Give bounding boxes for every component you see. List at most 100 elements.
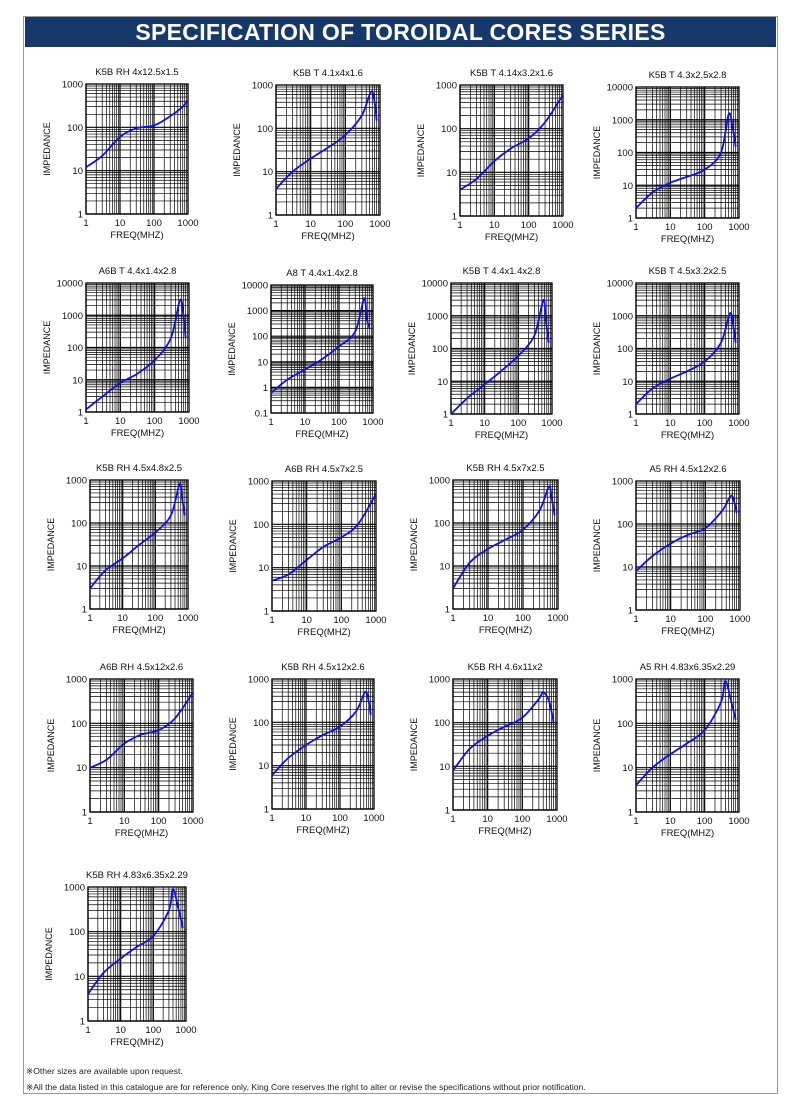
y-axis-label: IMPEDANCE: [409, 718, 419, 772]
x-axis-label: FREQ(MHZ): [475, 430, 528, 441]
x-tick-label: 100: [697, 816, 713, 827]
impedance-chart-2: K5B T 4.1x4x1.6 1 10 100 1000 1 10 100 1000 FREQ(…: [232, 68, 391, 242]
x-tick-label: 10: [115, 416, 126, 427]
chart-title: K5B RH 4x12.5x1.5: [95, 67, 178, 78]
chart-title: K5B T 4.1x4x1.6: [293, 68, 363, 79]
y-tick-label: 100: [67, 123, 83, 134]
y-tick-label: 10: [72, 375, 83, 386]
footnote-disclaimer: ※All the data listed in this catalogue a…: [26, 1082, 586, 1092]
impedance-curve: [635, 312, 737, 405]
y-tick-label: 1: [264, 607, 269, 618]
x-tick-label: 100: [332, 813, 348, 824]
y-tick-label: 10: [258, 563, 269, 574]
x-tick-label: 10: [479, 418, 490, 429]
x-tick-label: 1000: [362, 417, 383, 428]
y-tick-label: 10: [262, 167, 273, 178]
x-tick-label: 1000: [729, 614, 750, 625]
x-tick-label: 1000: [728, 816, 749, 827]
y-axis-label: IMPEDANCE: [42, 122, 52, 176]
y-axis-label: IMPEDANCE: [592, 322, 602, 376]
impedance-curve: [452, 691, 555, 772]
y-tick-label: 10: [74, 972, 85, 983]
y-tick-label: 1: [452, 212, 457, 223]
chart-title: K5B RH 4.5x4.8x2.5: [96, 463, 182, 474]
y-tick-label: 1000: [248, 675, 269, 686]
plot-area: [86, 84, 188, 214]
impedance-curve: [452, 485, 556, 589]
y-tick-label: 100: [253, 520, 269, 531]
x-tick-label: 100: [697, 614, 713, 625]
y-tick-label: 100: [252, 332, 268, 343]
y-tick-label: 10: [622, 763, 633, 774]
plot-border: [635, 86, 740, 219]
y-tick-label: 10: [622, 377, 633, 388]
y-tick-label: 1: [628, 214, 633, 225]
y-axis-label: IMPEDANCE: [592, 519, 602, 573]
plot-border: [89, 479, 189, 610]
chart-title: K5B T 4.5x3.2x2.5: [649, 266, 727, 277]
impedance-curve: [87, 888, 184, 995]
impedance-chart-12: A5 RH 4.5x12x2.6 1 10 100 1000 1 10 100 1000 FREQ…: [592, 464, 751, 637]
grid-lines: [89, 480, 188, 610]
y-tick-label: 1: [628, 808, 633, 819]
y-tick-label: 1: [443, 410, 448, 421]
impedance-chart-6: A8 T 4.4x1.4x2.81 10 100 10000.111010010001…: [227, 268, 384, 440]
y-tick-label: 100: [67, 343, 83, 354]
x-tick-label: 1: [457, 220, 462, 231]
y-tick-label: 1000: [612, 311, 633, 322]
y-tick-label: 10: [439, 562, 450, 573]
x-tick-label: 1: [633, 418, 638, 429]
plot-area: [276, 85, 380, 215]
plot-area: [271, 285, 373, 413]
x-tick-label: 1: [633, 614, 638, 625]
x-tick-label: 10: [665, 418, 676, 429]
x-tick-label: 1000: [552, 220, 573, 231]
x-tick-label: 1000: [363, 813, 384, 824]
y-tick-label: 1000: [612, 115, 633, 126]
y-tick-label: 1000: [62, 80, 83, 91]
x-tick-label: 1000: [369, 219, 390, 230]
y-axis-label: IMPEDANCE: [46, 518, 56, 572]
plot-border: [452, 678, 558, 811]
y-tick-label: 1000: [436, 81, 457, 92]
x-tick-label: 100: [145, 1025, 161, 1036]
y-tick-label: 100: [617, 719, 633, 730]
y-axis-label: IMPEDANCE: [227, 322, 237, 376]
x-axis-label: FREQ(MHZ): [295, 429, 348, 440]
plot-area: [460, 85, 563, 216]
chart-title: K5B T 4.14x3.2x1.6: [470, 68, 553, 79]
x-tick-label: 10: [115, 218, 126, 229]
x-tick-label: 100: [337, 219, 353, 230]
y-tick-label: 1000: [66, 675, 87, 686]
y-tick-label: 1000: [248, 477, 269, 488]
x-tick-label: 10: [301, 813, 312, 824]
y-tick-label: 100: [617, 520, 633, 531]
plot-area: [453, 679, 557, 810]
impedance-curve: [85, 298, 187, 411]
x-tick-label: 100: [151, 816, 167, 827]
y-tick-label: 1: [78, 210, 83, 221]
x-tick-label: 1000: [546, 814, 567, 825]
x-tick-label: 1000: [178, 416, 199, 427]
y-tick-label: 100: [69, 927, 85, 938]
x-tick-label: 1: [87, 816, 92, 827]
x-tick-label: 1000: [177, 613, 198, 624]
y-tick-label: 1000: [429, 476, 450, 487]
plot-border: [87, 886, 187, 1022]
impedance-chart-1: K5B RH 4x12.5x1.5 1 10 100 1000 1 10 100 1000 FRE…: [42, 67, 199, 241]
y-axis-label: IMPEDANCE: [228, 519, 238, 573]
y-tick-label: 1000: [66, 476, 87, 487]
x-tick-label: 1000: [365, 615, 386, 626]
x-tick-label: 1000: [728, 222, 749, 233]
footnote-availability: ※Other sizes are available upon request.: [26, 1066, 183, 1076]
impedance-curve: [635, 494, 738, 572]
y-axis-label: IMPEDANCE: [409, 518, 419, 572]
y-tick-label: 1: [80, 1017, 85, 1028]
y-tick-label: 10: [76, 562, 87, 573]
x-axis-label: FREQ(MHZ): [478, 826, 531, 837]
y-tick-label: 1: [628, 410, 633, 421]
x-tick-label: 100: [147, 613, 163, 624]
y-tick-label: 1000: [247, 306, 268, 317]
x-tick-label: 1: [448, 418, 453, 429]
